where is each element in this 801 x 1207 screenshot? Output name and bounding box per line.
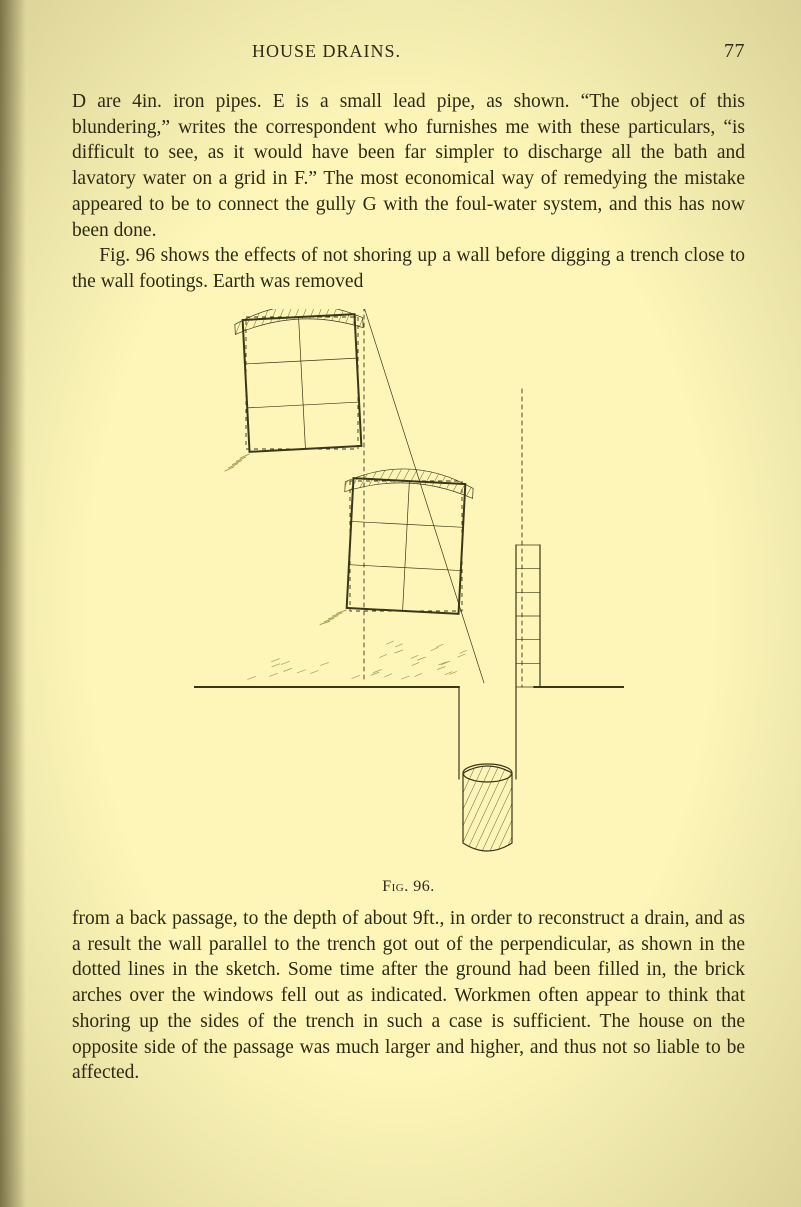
page-content: HOUSE DRAINS. 77 D are 4in. iron pipes. … [72, 40, 745, 1086]
body-text-lower: from a back passage, to the depth of abo… [72, 906, 745, 1086]
figure-caption: Fig. 96. [72, 878, 745, 896]
paragraph-2: Fig. 96 shows the effects of not shoring… [72, 243, 745, 294]
paragraph-3: from a back passage, to the depth of abo… [72, 906, 745, 1086]
figure-96-svg [194, 309, 624, 869]
running-head: HOUSE DRAINS. 77 [72, 40, 745, 63]
figure-96: Fig. 96. [72, 309, 745, 896]
page-number: 77 [724, 40, 745, 63]
body-text-upper: D are 4in. iron pipes. E is a small lead… [72, 89, 745, 295]
paragraph-1: D are 4in. iron pipes. E is a small lead… [72, 89, 745, 243]
running-title: HOUSE DRAINS. [252, 41, 401, 62]
gutter-shadow [0, 0, 26, 1207]
